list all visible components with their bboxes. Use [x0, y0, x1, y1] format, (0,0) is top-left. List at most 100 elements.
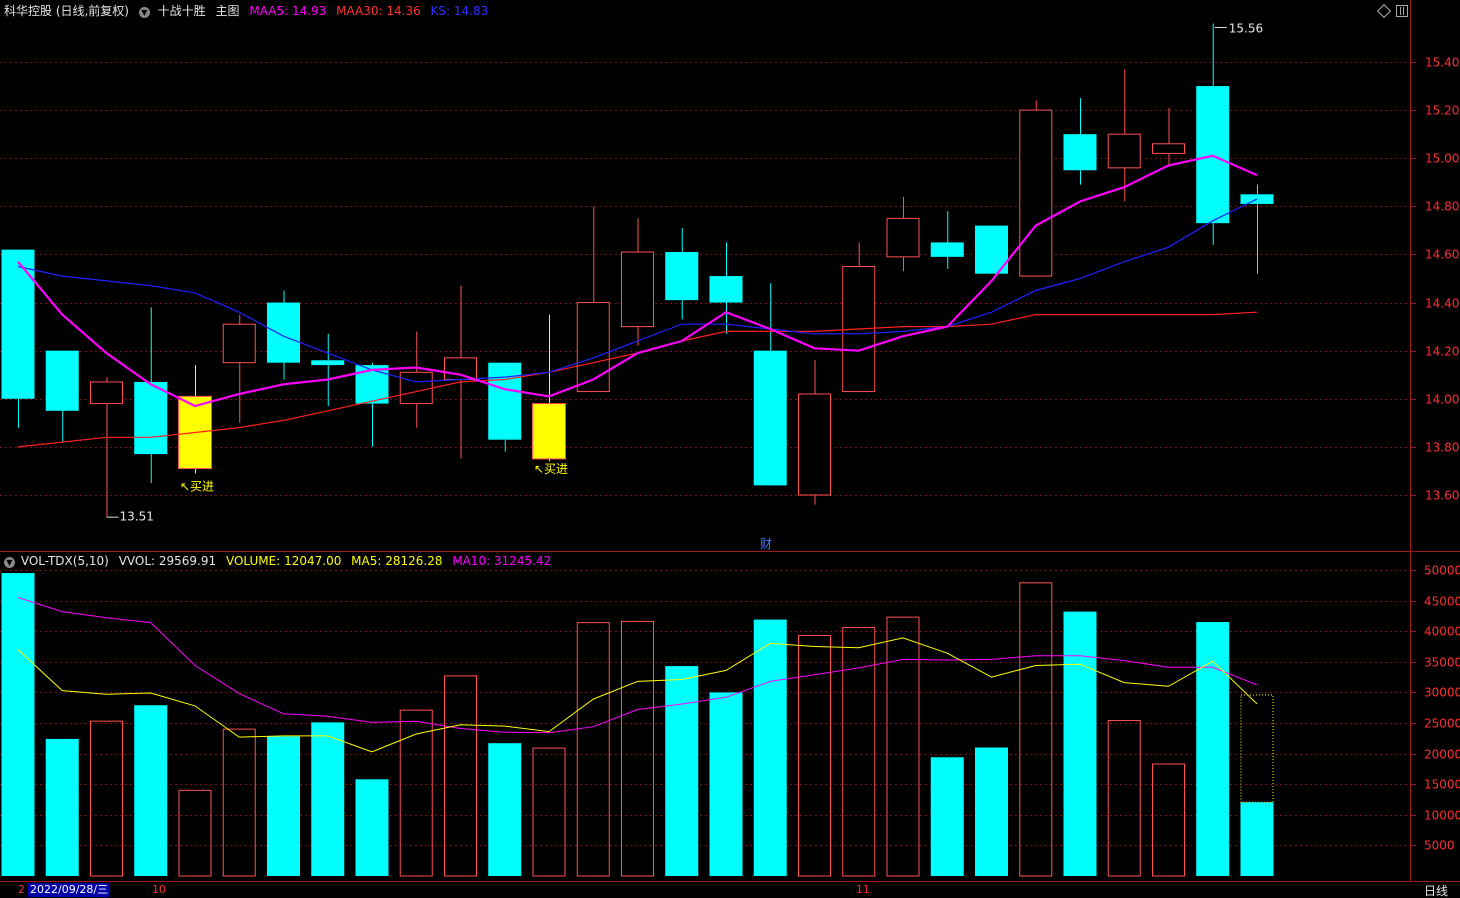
volume-bar-down: [975, 747, 1008, 876]
down-candle-body: [45, 350, 79, 411]
volume-bar-up: [532, 747, 566, 877]
price-tick-label: 13.80: [1425, 441, 1459, 455]
down-candle-body: [311, 360, 345, 366]
maa30-value: MAA30: 14.36: [336, 4, 421, 18]
up-candle-body: [222, 323, 256, 364]
vol-ma5-line: [17, 637, 1258, 753]
volume-bar-up: [444, 675, 477, 877]
down-candle-body: [1063, 134, 1097, 171]
price-tick-label: 14.80: [1425, 200, 1459, 214]
indicator-dropdown-icon[interactable]: ▼: [138, 7, 150, 18]
volume-bar-up: [1152, 763, 1185, 877]
price-tick-label: 15.40: [1425, 56, 1459, 70]
volume-bar-down: [1, 573, 35, 876]
ks-value: KS: 14.83: [430, 4, 489, 18]
volume-bar-up: [621, 620, 654, 877]
maa5-line: [17, 154, 1258, 408]
up-candle-body: [1152, 143, 1185, 154]
stock-title[interactable]: 科华控股 (日线,前复权): [4, 4, 129, 18]
price-header: 科华控股 (日线,前复权) ▼ 十战十胜 主图 MAA5: 14.93 MAA3…: [4, 4, 494, 18]
price-tick-label: 15.20: [1425, 104, 1459, 118]
volume-tick-label: 30000: [1424, 686, 1460, 700]
up-candle-body: [90, 381, 123, 405]
volume-bar-up: [399, 709, 433, 877]
footer-left-mark: 2: [18, 883, 25, 896]
price-tick-label: 15.00: [1425, 152, 1459, 166]
vol-dropdown-icon[interactable]: ▼: [4, 557, 15, 568]
volume-bar-up: [798, 634, 831, 877]
vol-indicator-name[interactable]: VOL-TDX(5,10): [20, 554, 109, 568]
volume-bars: [1, 573, 1274, 877]
down-candle-body: [267, 302, 300, 363]
volume-bar-down: [267, 736, 300, 876]
volume-bar-down: [45, 738, 79, 876]
buy-signal-label: ↖买进: [180, 480, 214, 494]
finance-marker: 财: [760, 537, 772, 551]
volume-bar-up: [886, 616, 920, 877]
candles: [1, 23, 1274, 517]
volume-bar-down: [134, 705, 168, 876]
volume-bar-up: [1107, 720, 1141, 877]
up-candle-body: [444, 357, 477, 381]
indicator-name[interactable]: 十战十胜: [157, 4, 206, 18]
volume-bar-up: [178, 789, 212, 877]
volume-bar-down: [709, 692, 743, 876]
volume-bar-up: [90, 720, 123, 877]
period-label[interactable]: 日线: [1424, 884, 1449, 898]
volume-bar-down: [1196, 622, 1230, 876]
volume-bar-up: [1019, 582, 1053, 877]
down-candle-body: [930, 242, 964, 257]
month-nov-label: 11: [856, 883, 870, 896]
vol-ma10-line: [17, 597, 1258, 734]
volume-tick-label: 40000: [1424, 625, 1460, 639]
price-tick-label: 14.60: [1425, 248, 1459, 262]
volume-bar-down: [1240, 802, 1274, 876]
date-label: 2022/09/28/三: [28, 883, 111, 897]
moving-average-lines: [17, 154, 1258, 448]
low-price-label: 13.51: [120, 510, 154, 524]
price-tick-label: 13.60: [1425, 489, 1459, 503]
buy-candle-body: [532, 403, 566, 460]
vol-ma10-value: MA10: 31245.42: [452, 554, 552, 568]
volume-bar-down: [311, 722, 345, 876]
volume-tick-label: 25000: [1424, 717, 1460, 731]
volume-tick-label: 45000: [1424, 595, 1460, 609]
down-candle-body: [665, 252, 699, 301]
down-candle-body: [488, 362, 522, 440]
up-candle-body: [576, 302, 610, 393]
volume-tick-label: 10000: [1424, 809, 1460, 823]
down-candle-body: [1, 249, 35, 399]
volume-average-lines: [17, 597, 1258, 753]
price-grid: [0, 62, 1410, 496]
volume-tick-label: 35000: [1424, 656, 1460, 670]
price-tick-label: 14.20: [1425, 345, 1459, 359]
volume-axis: 50000 45000 40000 35000 30000 25000 20000 15000…: [1410, 564, 1460, 853]
vol-ma5-value: MA5: 28126.28: [351, 554, 443, 568]
annotations: 15.56 13.51 ↖买进 ↖买进财: [106, 22, 1263, 551]
up-candle-body: [798, 393, 831, 496]
volume-tick-label: 50000: [1424, 564, 1460, 578]
maa5-value: MAA5: 14.93: [249, 4, 327, 18]
down-candle-body: [753, 350, 787, 486]
down-candle-body: [134, 381, 168, 455]
price-tick-label: 14.00: [1425, 393, 1459, 407]
up-candle-body: [886, 217, 920, 258]
price-tick-label: 14.40: [1425, 297, 1459, 311]
volume-bar-down: [665, 666, 699, 876]
up-candle-body: [399, 371, 433, 405]
volume-grid: [0, 570, 1410, 846]
volume-bar-down: [930, 757, 964, 876]
volume-bar-down: [355, 779, 389, 876]
volume-header: ▼ VOL-TDX(5,10) VVOL: 29569.91 VOLUME: 1…: [4, 554, 557, 568]
volume-bar-up: [222, 728, 256, 877]
volume-bar-down: [1063, 611, 1097, 876]
panel-toggle-icon[interactable]: [1396, 5, 1408, 17]
high-price-label: 15.56: [1229, 22, 1263, 36]
ks-line: [17, 198, 1258, 383]
volume-value: VOLUME: 12047.00: [225, 554, 342, 568]
main-chart-label: 主图: [215, 4, 240, 18]
month-oct-label: 10: [152, 883, 166, 896]
volume-bar-up: [576, 622, 610, 877]
up-candle-body: [1107, 133, 1141, 169]
